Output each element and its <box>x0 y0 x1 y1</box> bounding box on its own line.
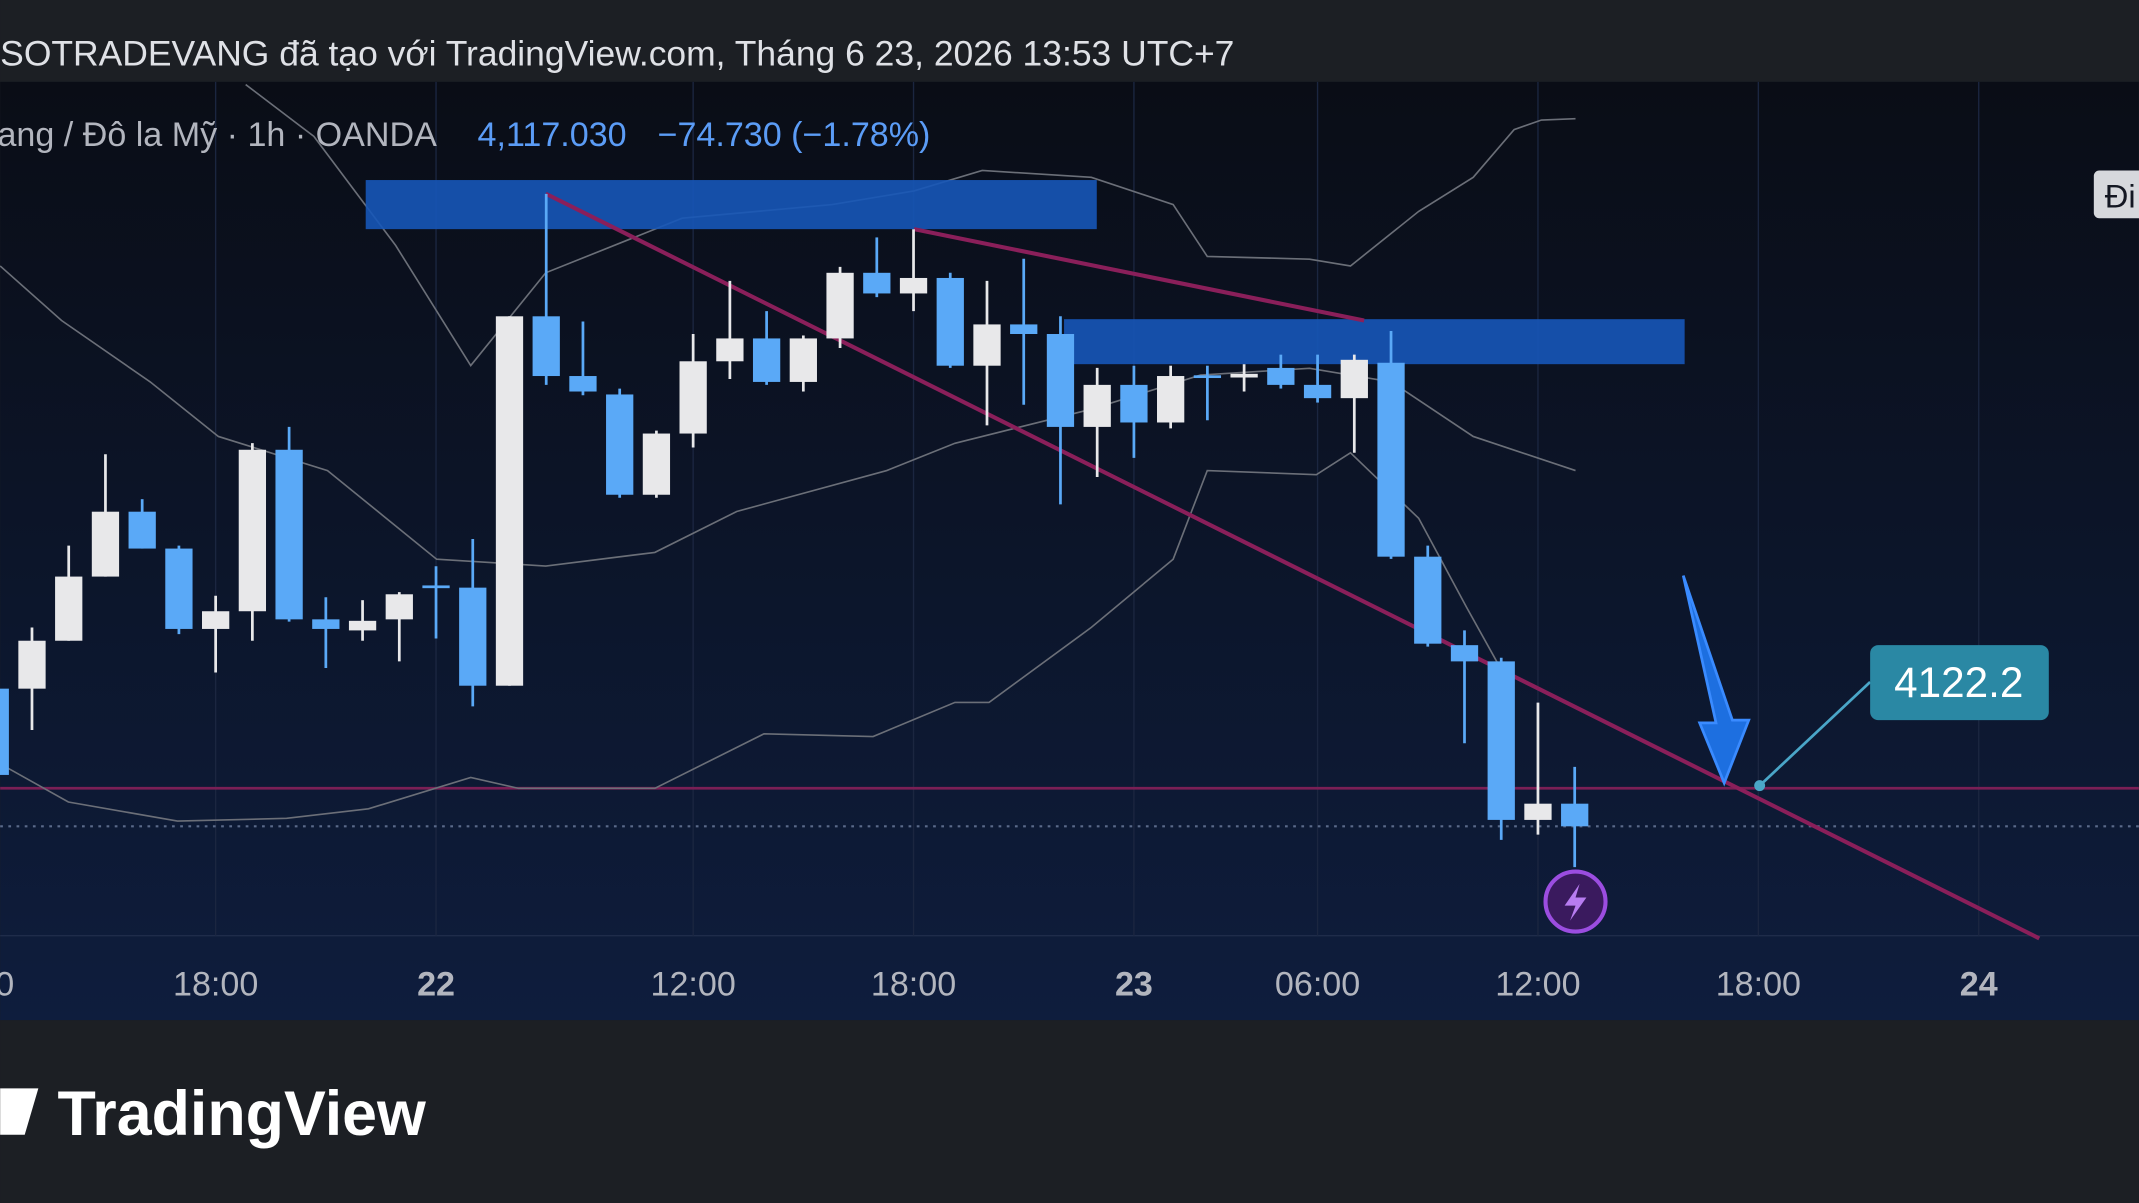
x-tick-label: 06:00 <box>1275 966 1360 1004</box>
lower-band <box>0 451 1502 822</box>
candle-body <box>1561 803 1589 827</box>
candle-body <box>532 316 560 377</box>
x-tick-label: 18:00 <box>173 966 258 1004</box>
middle-band <box>0 265 1576 567</box>
price-change: −74.730 (−1.78%) <box>658 116 931 154</box>
candle-body <box>716 338 744 362</box>
candle-body <box>202 611 230 629</box>
x-tick-label: 24 <box>1960 966 1998 1004</box>
badge <box>2093 170 2139 219</box>
x-tick-label: 23 <box>1115 966 1153 1004</box>
candle-body <box>55 576 83 641</box>
candle-body <box>495 316 524 686</box>
candle-body <box>936 277 964 366</box>
candle-body <box>1230 373 1258 378</box>
candle-body <box>1524 803 1552 820</box>
candle-body <box>459 587 487 686</box>
candle-body <box>899 277 928 294</box>
footer-bar <box>0 1020 2139 1203</box>
plot-background <box>0 81 2139 1021</box>
callout-dot <box>1754 780 1766 792</box>
bollinger-bands <box>0 83 1576 822</box>
candle-body <box>18 640 46 689</box>
candle-body <box>348 620 377 631</box>
candle-body <box>606 394 634 495</box>
candle-body <box>1193 375 1222 379</box>
callout-label: 4122.2 <box>1894 659 2023 706</box>
candle-body <box>973 324 1001 366</box>
candle-body <box>275 449 303 620</box>
candle-body <box>1450 645 1479 662</box>
callout-box <box>1870 645 2049 721</box>
x-tick-label: 18:00 <box>871 966 956 1004</box>
candle-body <box>238 449 267 612</box>
candle-body <box>422 585 450 589</box>
x-tick-label: 22 <box>417 966 455 1004</box>
candle-body <box>1083 384 1111 427</box>
candle-body <box>1487 661 1515 820</box>
candle-body <box>1157 376 1185 423</box>
candle-body <box>1303 384 1332 399</box>
candle-body <box>679 361 707 434</box>
candle-body <box>1340 359 1368 399</box>
header-bar <box>0 0 2139 82</box>
logo: TradingView <box>57 1079 426 1149</box>
upper-band <box>245 83 1576 367</box>
candle-body <box>1414 556 1442 644</box>
x-tick-label: 18:00 <box>1716 966 1801 1004</box>
candle-body <box>0 688 9 775</box>
supply-zone <box>365 180 1097 230</box>
trend-line <box>913 227 1365 323</box>
candle-body <box>752 338 781 382</box>
arrow <box>1681 575 1751 787</box>
candle-body <box>128 511 156 549</box>
callout-line <box>1758 680 1872 787</box>
candle-body <box>1046 334 1075 427</box>
x-tick-label: 12:00 <box>651 966 736 1004</box>
candle-body <box>1377 362 1405 557</box>
candle-body <box>165 548 193 629</box>
candle-body <box>312 619 340 629</box>
candle-body <box>1267 367 1295 385</box>
candle-body <box>863 272 891 294</box>
candle-body <box>826 272 854 339</box>
candle-body <box>642 433 671 495</box>
candle-body <box>1010 324 1038 335</box>
trend-line <box>544 191 2041 941</box>
x-tick-label: 12:00 <box>1495 966 1580 1004</box>
header-title: SOTRADEVANG đã tạo với TradingView.com, … <box>0 33 1234 73</box>
logo-icon <box>0 1088 39 1135</box>
badge-label: Đi <box>2105 177 2136 214</box>
candle-body <box>569 376 597 392</box>
lightning <box>1564 883 1587 921</box>
candle-body <box>91 511 120 577</box>
last-price: 4,117.030 <box>478 116 627 154</box>
symbol: ang / Đô la Mỹ · 1h · OANDA <box>0 116 437 154</box>
candle-body <box>385 594 413 620</box>
supply-zone <box>1064 319 1685 365</box>
candle-body <box>1120 384 1148 423</box>
x-tick-label: 00 <box>0 966 14 1004</box>
candle-body <box>789 338 817 382</box>
